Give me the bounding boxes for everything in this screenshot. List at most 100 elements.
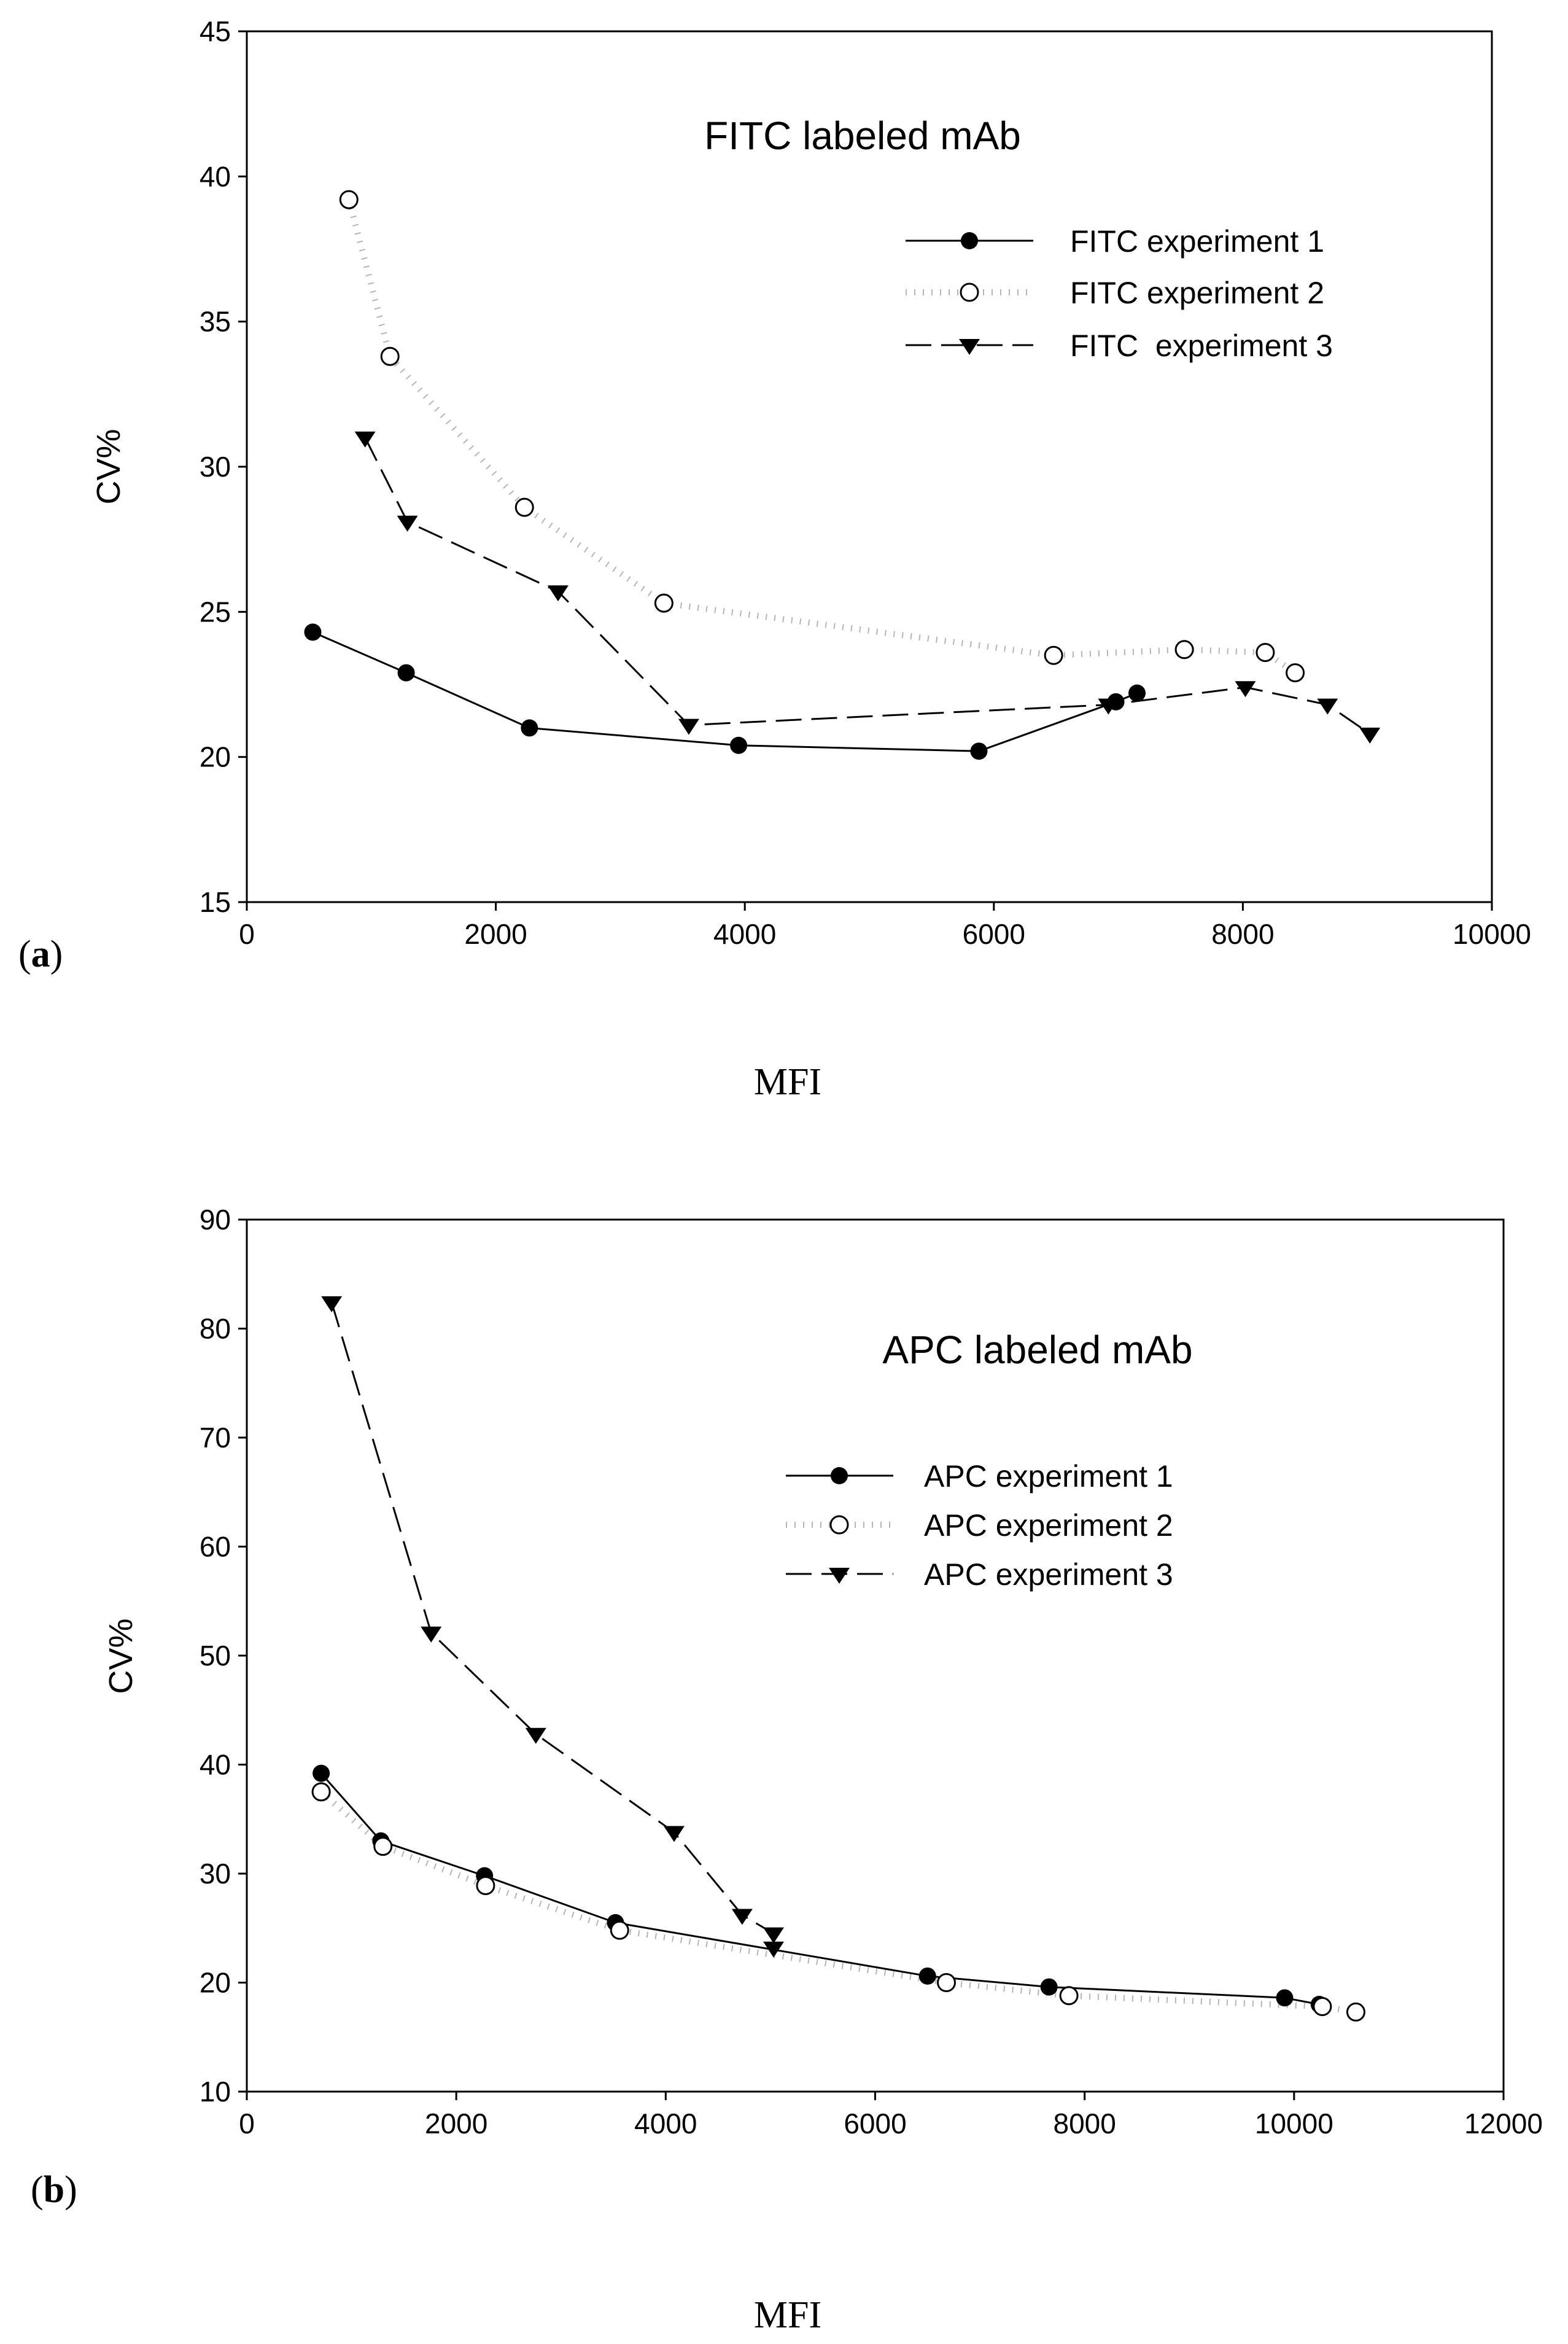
x-tick-label: 6000 [844, 2108, 906, 2140]
data-point-series-3 [1098, 698, 1119, 715]
y-axis-label: CV% [90, 429, 127, 504]
x-tick-label: 0 [239, 2108, 255, 2140]
data-point-series-2 [654, 593, 673, 613]
x-tick-label: 12000 [1464, 2108, 1543, 2140]
y-tick-label: 60 [200, 1531, 231, 1563]
x-tick-label: 0 [239, 918, 255, 950]
y-tick-label: 30 [200, 1858, 231, 1890]
series-markers [311, 1296, 1365, 2022]
x-tick-label: 2000 [425, 2108, 487, 2140]
series-line-2 [346, 198, 1297, 676]
data-point-series-3 [663, 1826, 685, 1842]
data-point-series-3 [731, 1909, 753, 1925]
y-tick-label: 50 [200, 1640, 231, 1672]
data-point-series-1 [312, 1764, 330, 1782]
data-point-series-2 [1313, 1997, 1332, 2017]
x-axis-ticks: 0 2000 4000 6000 8000 10000 [239, 902, 1531, 950]
y-tick-label: 70 [200, 1422, 231, 1454]
series-line-2 [319, 1789, 1357, 2015]
data-point-series-1 [304, 623, 322, 641]
data-point-series-2 [1256, 643, 1275, 663]
chart-title: APC labeled mAb [882, 1328, 1192, 1372]
series-line-3 [364, 437, 1371, 735]
legend-label-exp3: FITC experiment 3 [1070, 329, 1333, 363]
data-point-series-1 [970, 742, 988, 760]
data-point-series-3 [1235, 681, 1256, 698]
series-line-1 [320, 1772, 1320, 2006]
x-tick-label: 8000 [1053, 2108, 1116, 2140]
legend: APC experiment 1 APC experiment 2 APC ex… [786, 1459, 1173, 1592]
legend-label-exp3: APC experiment 3 [924, 1557, 1173, 1592]
x-tick-label: 10000 [1453, 918, 1531, 950]
data-point-series-3 [421, 1626, 442, 1643]
legend-marker-exp2 [960, 282, 979, 302]
x-tick-label: 8000 [1211, 918, 1274, 950]
data-point-series-3 [1317, 698, 1338, 715]
data-point-series-2 [1346, 2002, 1365, 2022]
plot-area-frame [246, 1218, 1505, 2093]
data-point-series-1 [1040, 1978, 1058, 1996]
data-point-series-1 [730, 736, 748, 754]
y-tick-label: 25 [200, 596, 231, 628]
data-point-series-3 [321, 1296, 343, 1312]
data-point-series-3 [525, 1727, 546, 1744]
data-point-series-3 [763, 1941, 785, 1958]
y-tick-label: 80 [200, 1313, 231, 1345]
data-point-series-1 [1276, 1989, 1294, 2007]
data-point-series-3 [397, 515, 418, 532]
data-point-series-1 [918, 1967, 936, 1985]
data-point-series-2 [1044, 645, 1063, 665]
data-point-series-1 [1128, 684, 1146, 702]
data-point-series-2 [476, 1876, 495, 1896]
y-tick-label: 20 [200, 1967, 231, 1999]
legend-marker-exp1 [831, 1467, 848, 1484]
data-point-series-1 [521, 719, 538, 737]
data-point-series-1 [397, 664, 415, 682]
y-tick-label: 10 [200, 2076, 231, 2108]
data-point-series-2 [1286, 663, 1305, 683]
data-point-series-3 [354, 431, 376, 448]
y-tick-label: 40 [200, 160, 231, 192]
x-axis-ticks: 0 2000 4000 6000 8000 10000 12000 [239, 2092, 1543, 2140]
series-markers [304, 190, 1381, 760]
legend-label-exp1: APC experiment 1 [924, 1459, 1173, 1493]
legend-marker-exp3 [829, 1568, 850, 1584]
panel-label-a: (a) [18, 933, 63, 975]
data-point-series-2 [339, 190, 359, 209]
data-point-series-3 [1359, 727, 1381, 744]
data-point-series-2 [610, 1920, 629, 1940]
x-tick-label: 6000 [963, 918, 1025, 950]
chart-title: FITC labeled mAb [704, 114, 1021, 158]
data-point-series-2 [936, 1973, 956, 1992]
data-point-series-2 [1174, 640, 1194, 660]
data-point-series-3 [548, 585, 569, 602]
legend-marker-exp2 [829, 1515, 849, 1535]
data-point-series-2 [514, 497, 534, 517]
y-tick-label: 40 [200, 1749, 231, 1781]
series-line-3 [330, 1302, 775, 1948]
y-tick-label: 35 [200, 306, 231, 338]
data-point-series-2 [311, 1782, 331, 1802]
y-tick-label: 15 [200, 886, 231, 918]
x-tick-label: 10000 [1255, 2108, 1333, 2140]
data-point-series-3 [678, 718, 699, 735]
x-tick-label: 4000 [713, 918, 776, 950]
legend-marker-exp3 [959, 339, 980, 355]
y-axis-ticks: 10 20 30 40 50 60 70 80 90 [200, 1204, 247, 2108]
x-tick-label: 4000 [634, 2108, 697, 2140]
series-lines [319, 1302, 1357, 2015]
y-tick-label: 30 [200, 451, 231, 483]
legend: FITC experiment 1 FITC experiment 2 FITC… [906, 224, 1333, 363]
x-axis-label: MFI [754, 2294, 821, 2336]
data-point-series-3 [763, 1927, 785, 1944]
legend-label-exp2: APC experiment 2 [924, 1508, 1173, 1543]
y-tick-label: 20 [200, 741, 231, 773]
y-axis-label: CV% [103, 1618, 139, 1694]
legend-label-exp2: FITC experiment 2 [1070, 276, 1324, 310]
data-point-series-2 [380, 346, 400, 366]
plot-area-frame [246, 30, 1493, 903]
y-tick-label: 45 [200, 15, 231, 47]
panel-label-b: (b) [31, 2169, 77, 2211]
x-axis-label: MFI [754, 1061, 821, 1103]
